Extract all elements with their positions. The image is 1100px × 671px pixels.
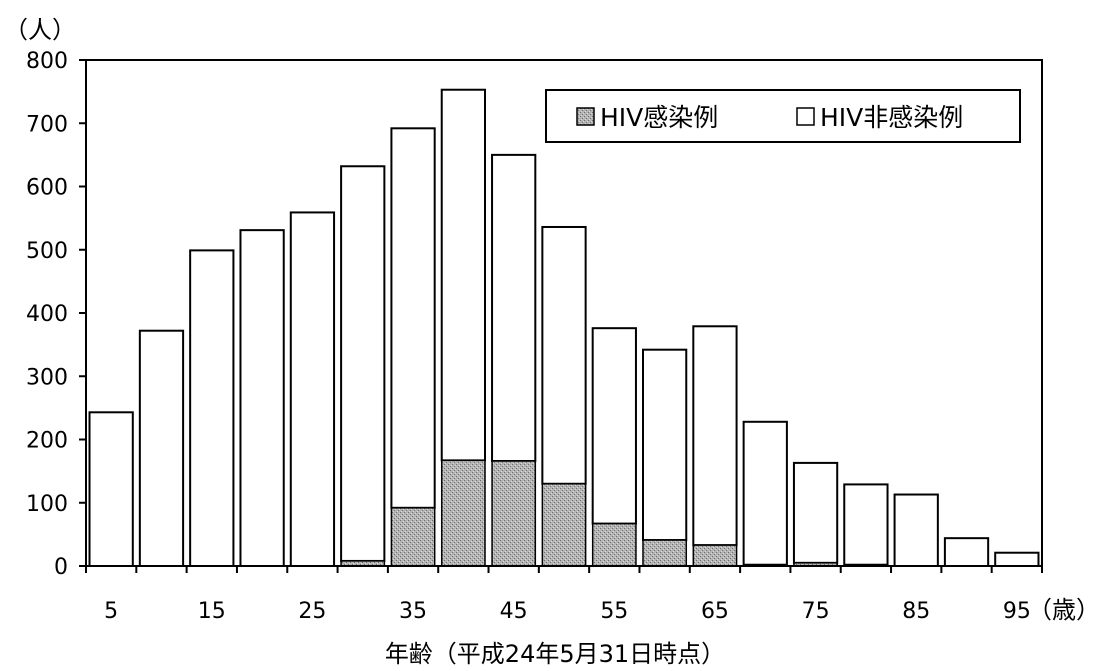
- bar-noninfected-80: [843, 483, 889, 566]
- bar-infected-55: [591, 522, 637, 567]
- y-tick-label: 800: [26, 49, 68, 74]
- legend-label-noninfected: HIV非感染例: [820, 103, 963, 132]
- bar-noninfected-30: [340, 165, 386, 562]
- legend-swatch-infected: [576, 107, 595, 126]
- bar-infected-45: [491, 460, 537, 567]
- x-tick-label: 35: [399, 599, 427, 624]
- legend: HIV感染例 HIV非感染例: [545, 89, 1021, 143]
- x-tick-label: 85: [902, 599, 930, 624]
- y-axis-ticks: 0 100 200 300 400 500 600 700 800: [26, 49, 86, 580]
- bar-noninfected-35: [390, 127, 436, 509]
- legend-swatch-noninfected: [796, 107, 815, 126]
- y-tick-label: 0: [54, 555, 68, 580]
- bar-noninfected-20: [239, 229, 285, 568]
- x-tick-label: 5: [104, 599, 118, 624]
- y-tick-label: 500: [26, 239, 68, 264]
- y-tick-label: 600: [26, 176, 68, 201]
- bar-noninfected-50: [541, 225, 587, 485]
- bar-noninfected-75: [792, 461, 839, 564]
- bar-infected-35: [390, 507, 436, 567]
- x-tick-label: 95: [1003, 599, 1031, 624]
- y-axis-unit: （人）: [4, 16, 76, 44]
- legend-box: [545, 89, 1021, 143]
- y-tick-label: 400: [26, 302, 68, 327]
- y-tick-label: 700: [26, 112, 68, 137]
- bar-noninfected-15: [189, 249, 235, 567]
- bar-infected-40: [440, 459, 486, 567]
- bar-noninfected-70: [742, 420, 788, 566]
- x-tick-label: 55: [600, 599, 628, 624]
- bar-infected-60: [642, 539, 688, 567]
- bar-noninfected-55: [591, 327, 637, 525]
- bar-noninfected-65: [692, 325, 738, 547]
- bar-noninfected-5: [88, 411, 134, 567]
- bar-noninfected-60: [641, 348, 688, 542]
- y-tick-label: 300: [26, 365, 68, 390]
- bar-noninfected-10: [138, 329, 185, 567]
- bar-noninfected-25: [289, 211, 336, 567]
- bar-noninfected-85: [893, 493, 939, 567]
- x-axis-unit: （歳）: [1028, 596, 1100, 624]
- x-axis-title: 年齢（平成24年5月31日時点）: [385, 640, 725, 668]
- bar-noninfected-45: [491, 153, 537, 463]
- x-tick-label: 45: [500, 599, 528, 624]
- x-tick-label: 15: [198, 599, 226, 624]
- legend-label-infected: HIV感染例: [600, 103, 718, 132]
- x-tick-label: 65: [701, 599, 729, 624]
- x-axis-ticks: 5 15 25 35 45 55 65 75 85 95: [85, 566, 1043, 624]
- x-tick-label: 25: [298, 599, 326, 624]
- plot-frame: [85, 59, 1043, 567]
- bars: [88, 88, 1040, 568]
- bar-infected-65: [692, 544, 738, 567]
- y-tick-label: 100: [26, 492, 68, 517]
- x-tick-label: 75: [802, 599, 830, 624]
- bar-noninfected-95: [994, 551, 1040, 568]
- y-tick-label: 200: [26, 429, 68, 454]
- bar-noninfected-90: [943, 537, 990, 567]
- bar-noninfected-40: [440, 88, 487, 462]
- bar-infected-50: [541, 483, 587, 567]
